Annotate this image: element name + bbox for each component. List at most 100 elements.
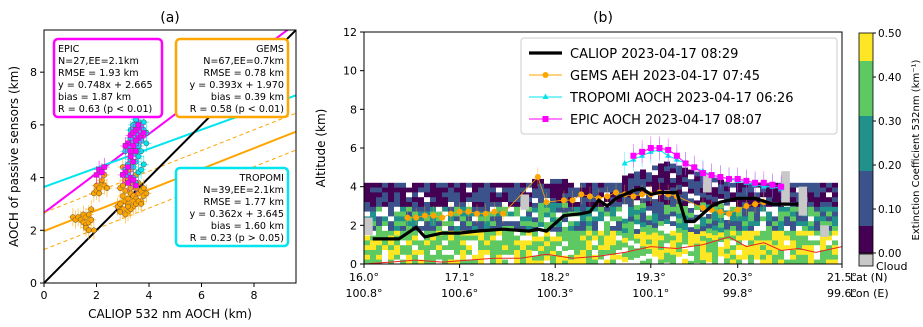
- extinction-cell: [532, 250, 538, 257]
- extinction-cell: [634, 190, 640, 196]
- extinction-cell: [484, 245, 490, 251]
- extinction-cell: [586, 221, 592, 227]
- extinction-cell: [472, 250, 478, 256]
- extinction-cell: [586, 206, 592, 212]
- extinction-cell: [478, 202, 484, 208]
- extinction-cell: [448, 226, 454, 232]
- extinction-cell: [526, 221, 532, 227]
- extinction-cell: [574, 182, 580, 188]
- extinction-cell: [604, 216, 610, 222]
- panel-a-tag: (a): [160, 10, 180, 26]
- extinction-cell: [388, 216, 394, 222]
- extinction-cell: [466, 250, 472, 256]
- extinction-cell: [520, 216, 526, 222]
- y-tick-label: 4: [30, 172, 37, 185]
- extinction-cell: [652, 223, 658, 229]
- extinction-cell: [646, 181, 652, 187]
- extinction-cell: [538, 250, 544, 257]
- extinction-cell: [712, 230, 718, 236]
- extinction-cell: [640, 251, 646, 257]
- extinction-cell: [454, 187, 460, 193]
- extinction-cell: [532, 236, 538, 242]
- colorbar-segment: [859, 132, 873, 138]
- extinction-cell: [784, 230, 790, 236]
- extinction-cell: [682, 205, 688, 212]
- extinction-cell: [526, 240, 532, 246]
- extinction-cell: [580, 221, 586, 227]
- extinction-cell: [742, 259, 748, 264]
- extinction-cell: [640, 231, 646, 237]
- extinction-cell: [790, 187, 796, 193]
- extinction-cell: [802, 230, 808, 236]
- legend-marker: [542, 93, 549, 99]
- extinction-cell: [628, 245, 634, 251]
- extinction-cell: [724, 200, 730, 206]
- extinction-cell: [514, 235, 520, 241]
- extinction-cell: [442, 206, 448, 212]
- extinction-cell: [424, 206, 430, 212]
- extinction-cell: [436, 202, 442, 208]
- colorbar-tick-label: 0.50: [878, 28, 901, 40]
- extinction-cell: [760, 206, 766, 212]
- extinction-cell: [616, 202, 622, 208]
- extinction-cell: [388, 206, 394, 212]
- extinction-cell: [664, 238, 670, 244]
- extinction-cell: [730, 216, 736, 222]
- extinction-cell: [436, 250, 442, 256]
- extinction-cell: [622, 242, 628, 248]
- colorbar-segment: [859, 143, 873, 149]
- extinction-cell: [412, 187, 418, 193]
- data-point: [88, 206, 95, 213]
- extinction-cell: [604, 197, 610, 203]
- extinction-cell: [664, 228, 670, 234]
- extinction-cell: [466, 187, 472, 193]
- extinction-cell: [622, 209, 628, 215]
- extinction-cell: [406, 245, 412, 251]
- extinction-cell: [544, 236, 550, 242]
- y-tick-label: 4: [350, 181, 357, 194]
- extinction-cell: [430, 230, 436, 236]
- extinction-cell: [454, 259, 460, 264]
- extinction-cell: [508, 187, 514, 193]
- extinction-cell: [604, 221, 610, 227]
- extinction-cell: [760, 187, 766, 193]
- extinction-cell: [766, 206, 772, 212]
- extinction-cell: [718, 189, 724, 195]
- data-point: [404, 214, 411, 221]
- extinction-cell: [472, 197, 478, 203]
- data-point: [93, 172, 100, 178]
- extinction-cell: [406, 182, 412, 188]
- extinction-cell: [424, 216, 430, 222]
- extinction-cell: [718, 218, 724, 224]
- extinction-cell: [370, 245, 376, 251]
- extinction-cell: [634, 248, 640, 254]
- extinction-cell: [814, 182, 820, 188]
- panel-a-plot-area: [44, 30, 296, 283]
- extinction-cell: [508, 250, 514, 256]
- extinction-cell: [682, 253, 688, 260]
- extinction-cell: [538, 231, 544, 237]
- extinction-cell: [424, 254, 430, 260]
- data-point: [140, 161, 147, 168]
- extinction-cell: [568, 254, 574, 260]
- extinction-cell: [520, 226, 526, 232]
- data-point: [143, 190, 150, 197]
- extinction-cell: [544, 217, 550, 223]
- extinction-cell: [688, 179, 694, 185]
- colorbar-segment: [859, 77, 873, 83]
- extinction-cell: [628, 240, 634, 246]
- extinction-cell: [778, 206, 784, 212]
- extinction-cell: [766, 250, 772, 256]
- extinction-cell: [736, 226, 742, 232]
- extinction-cell: [736, 202, 742, 208]
- extinction-cell: [706, 247, 712, 253]
- extinction-cell: [730, 187, 736, 193]
- extinction-cell: [460, 221, 466, 227]
- stats-line: bias = 0.39 km: [211, 92, 284, 103]
- extinction-cell: [832, 192, 838, 198]
- extinction-cell: [490, 235, 496, 241]
- extinction-cell: [742, 240, 748, 246]
- extinction-cell: [472, 254, 478, 260]
- extinction-cell: [670, 197, 676, 203]
- extinction-cell: [616, 235, 622, 241]
